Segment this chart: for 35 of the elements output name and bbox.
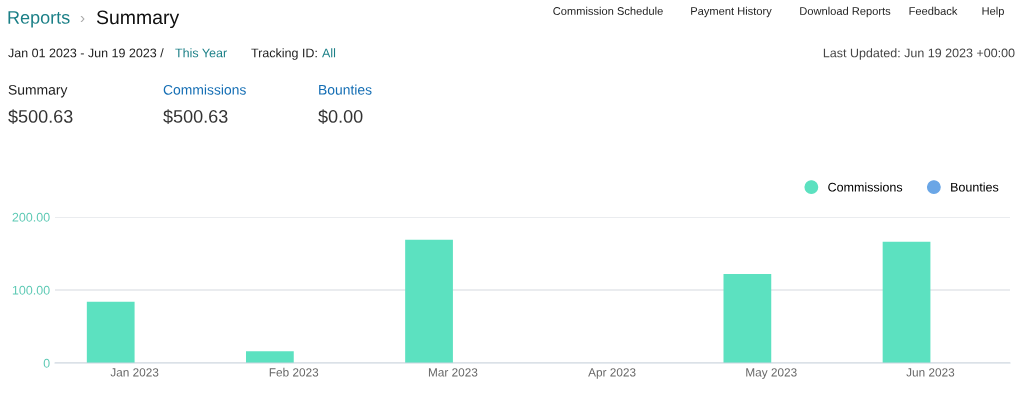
text: Feedback bbox=[909, 6, 958, 15]
text: Download Reports bbox=[800, 6, 891, 18]
text: Summary bbox=[96, 10, 180, 29]
text: $0.00 bbox=[318, 109, 363, 124]
bar bbox=[405, 239, 453, 363]
text: Tracking ID: bbox=[251, 48, 317, 60]
text: This Year bbox=[175, 48, 227, 58]
text: Help bbox=[982, 6, 1004, 18]
legend-label: Bounties bbox=[951, 182, 999, 192]
x-tick-label: Mar 2023 bbox=[428, 368, 478, 377]
text: Last Updated: Jun 19 2023 +00:00 bbox=[823, 48, 1015, 60]
bar bbox=[723, 273, 772, 363]
text: $500.63 bbox=[163, 109, 228, 124]
text: Bounties bbox=[319, 84, 372, 95]
y-tick-label: 200.00 bbox=[12, 212, 50, 222]
text: Jan 01 2023 - Jun 19 2023 / bbox=[8, 48, 164, 58]
text: Reports bbox=[8, 11, 70, 28]
bar bbox=[246, 351, 294, 363]
text: Commissions bbox=[163, 84, 246, 95]
text: All bbox=[322, 48, 336, 58]
bar bbox=[86, 301, 135, 363]
y-tick-label: 100.00 bbox=[12, 285, 50, 295]
x-tick-label: Apr 2023 bbox=[588, 368, 636, 379]
text: Commission Schedule bbox=[553, 6, 663, 15]
text: Summary bbox=[8, 84, 68, 98]
text: Payment History bbox=[691, 6, 772, 18]
text: › bbox=[80, 15, 85, 22]
x-tick-label: Jan 2023 bbox=[110, 368, 159, 377]
x-tick-label: Jun 2023 bbox=[906, 368, 955, 377]
text: $500.63 bbox=[8, 109, 73, 124]
x-tick-label: May 2023 bbox=[746, 368, 797, 379]
bar bbox=[882, 241, 931, 363]
legend-label: Commissions bbox=[828, 182, 903, 192]
x-tick-label: Feb 2023 bbox=[269, 367, 319, 377]
y-tick-label: 0 bbox=[43, 358, 50, 368]
